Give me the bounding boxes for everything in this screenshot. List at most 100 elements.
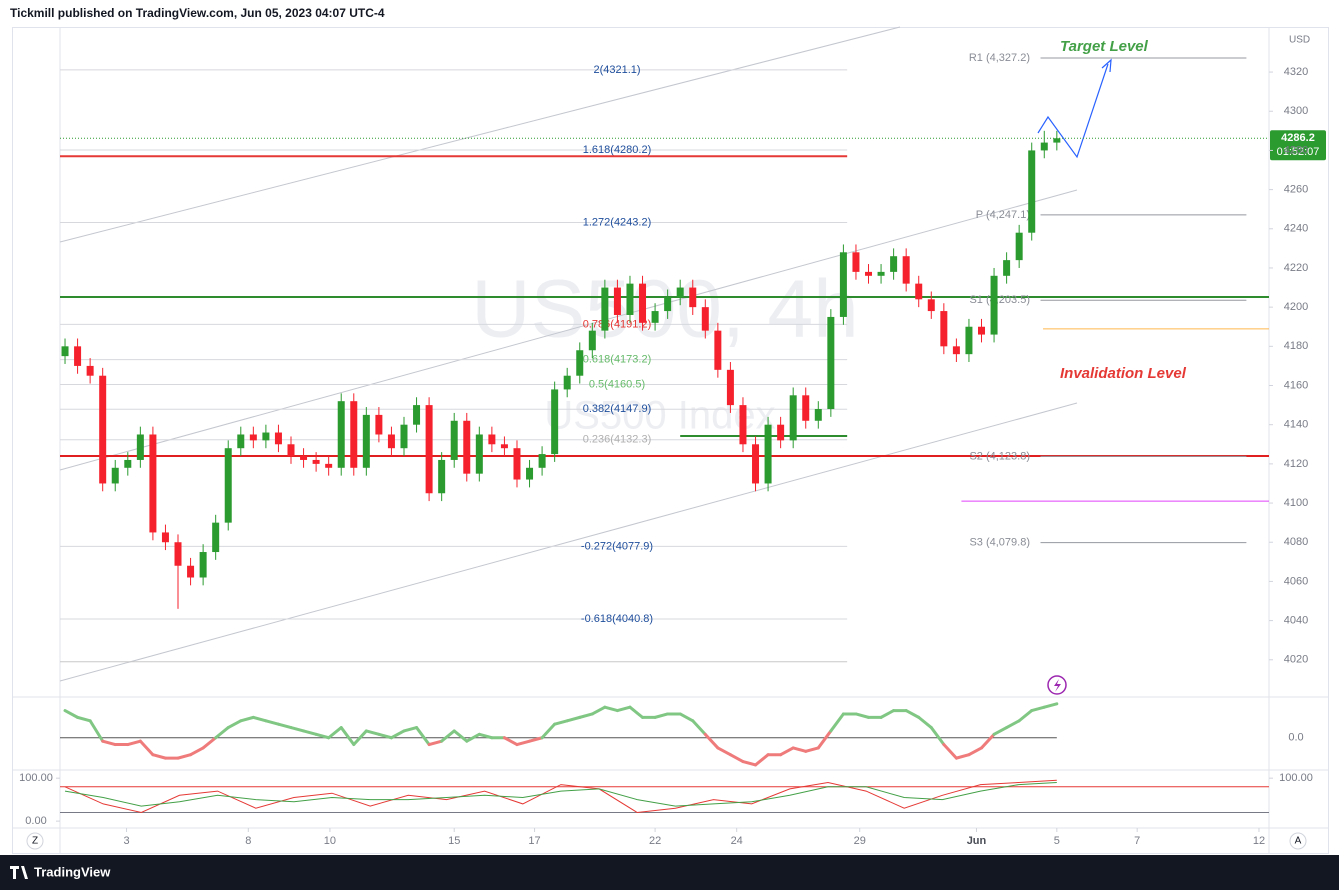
candle-body <box>839 252 847 317</box>
candle-body <box>249 434 257 441</box>
y-tick-label: 4300 <box>1284 105 1308 117</box>
candle-body <box>551 389 559 455</box>
footer <box>0 855 1339 890</box>
oscillator-segment <box>929 726 946 747</box>
oscillator-segment <box>440 729 456 743</box>
oscillator-segment <box>276 722 293 730</box>
candle-body <box>739 405 747 445</box>
oscillator-segment <box>327 726 343 740</box>
oscillator-segment <box>189 746 205 757</box>
y-tick-label: 4260 <box>1284 184 1308 196</box>
candle-body <box>689 287 697 308</box>
z-button[interactable] <box>26 832 44 850</box>
candle-body <box>990 275 998 335</box>
oscillator-segment <box>465 732 481 743</box>
oscillator-segment <box>779 746 795 757</box>
candle-body <box>588 330 596 351</box>
y-tick-label: 4040 <box>1284 615 1308 627</box>
channel-line <box>59 402 1078 682</box>
candle-body <box>136 434 144 460</box>
candle-body <box>350 401 358 468</box>
candle-body <box>212 522 220 553</box>
candle-body <box>488 434 496 445</box>
watermark-subtitle: US500 Index <box>544 394 775 438</box>
oscillator-segment <box>415 726 431 747</box>
oscillator-segment <box>540 722 557 740</box>
oscillator-segment <box>1005 719 1021 730</box>
oscillator-segment <box>904 709 921 719</box>
y-tick-label: 4120 <box>1284 458 1308 470</box>
drawings <box>59 26 1112 695</box>
candle-body <box>199 552 207 578</box>
oscillator-segment <box>364 729 381 736</box>
candle-body <box>877 271 885 276</box>
oscillator-segment <box>816 729 833 750</box>
oscillator-segment <box>879 709 896 719</box>
candle-body <box>425 405 433 494</box>
oscillator-segment <box>314 732 331 740</box>
fib-label: 0.382(4147.9) <box>583 403 652 415</box>
fib-label: 2(4321.1) <box>593 64 640 76</box>
lightning-icon[interactable] <box>1047 675 1067 695</box>
publish-header: Tickmill published on TradingView.com, J… <box>10 6 385 20</box>
pivot-label: S1 (4,203.5) <box>969 294 1030 306</box>
oscillator-segment <box>992 726 1009 736</box>
x-tick-label: 22 <box>649 835 661 847</box>
oscillator-segment <box>791 746 808 753</box>
fib-label: -0.618(4040.8) <box>581 613 653 625</box>
fib-label: 0.5(4160.5) <box>589 378 645 390</box>
fib-label: 1.272(4243.2) <box>583 216 652 228</box>
z-button-label[interactable]: Z <box>32 836 38 847</box>
candle-body <box>450 420 458 460</box>
y-tick-label: 4100 <box>1284 497 1308 509</box>
oscillator-segment <box>101 739 117 747</box>
x-tick-label: 12 <box>1253 835 1265 847</box>
candle-body <box>890 256 898 272</box>
channel-line <box>59 26 901 243</box>
oscillator-segment <box>226 719 243 730</box>
oscillator-segment <box>1030 705 1046 713</box>
x-tick-label: 24 <box>731 835 743 847</box>
candle-body <box>74 346 82 366</box>
candle-body <box>1053 138 1061 143</box>
a-button-label[interactable]: A <box>1295 836 1302 847</box>
brand-name: TradingView <box>34 864 111 879</box>
oscillator-segment <box>703 732 720 750</box>
oscillator-segment <box>615 705 632 713</box>
oscillator-segment <box>389 729 406 740</box>
oscillator-segment <box>502 736 519 747</box>
oscillator-segment <box>854 712 871 719</box>
candle-body <box>475 434 483 474</box>
candle-body <box>563 375 571 390</box>
oscillator-segment <box>339 726 356 747</box>
candle-body <box>978 326 986 335</box>
candle-body <box>224 448 232 523</box>
oscillator-segment <box>804 746 820 753</box>
x-tick-label: 17 <box>528 835 540 847</box>
oscillator-segment <box>138 739 155 757</box>
oscillator-segment <box>515 739 532 747</box>
candle-body <box>161 532 169 543</box>
oscillator-segment <box>628 705 645 719</box>
oscillator-segment <box>980 732 996 750</box>
oscillator-segment <box>151 753 167 760</box>
candle-body <box>639 283 647 323</box>
x-tick-label: 8 <box>245 835 251 847</box>
bar-countdown: 01:52:07 <box>1277 146 1320 158</box>
channel-line <box>59 189 1078 471</box>
candle-body <box>438 459 446 494</box>
candle-body <box>375 414 383 435</box>
candle-body <box>262 432 270 441</box>
candle-body <box>99 375 107 484</box>
candle-body <box>300 456 308 460</box>
candle-body <box>61 346 69 357</box>
oscillator-segment <box>76 715 92 723</box>
oscillator-segment <box>553 719 569 726</box>
a-button[interactable] <box>1289 832 1307 850</box>
candle-body <box>576 350 584 376</box>
x-tick-label: 3 <box>123 835 129 847</box>
candle-body <box>651 311 659 323</box>
candle-body <box>626 283 634 315</box>
oscillator-segment <box>691 719 707 736</box>
